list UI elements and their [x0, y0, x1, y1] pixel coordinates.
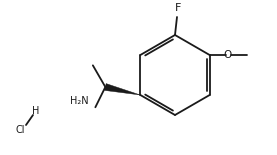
Text: H₂N: H₂N — [70, 96, 88, 106]
Text: F: F — [175, 3, 181, 13]
Text: H: H — [32, 106, 40, 116]
Polygon shape — [105, 84, 140, 95]
Text: O: O — [224, 50, 232, 60]
Text: Cl: Cl — [15, 125, 25, 135]
